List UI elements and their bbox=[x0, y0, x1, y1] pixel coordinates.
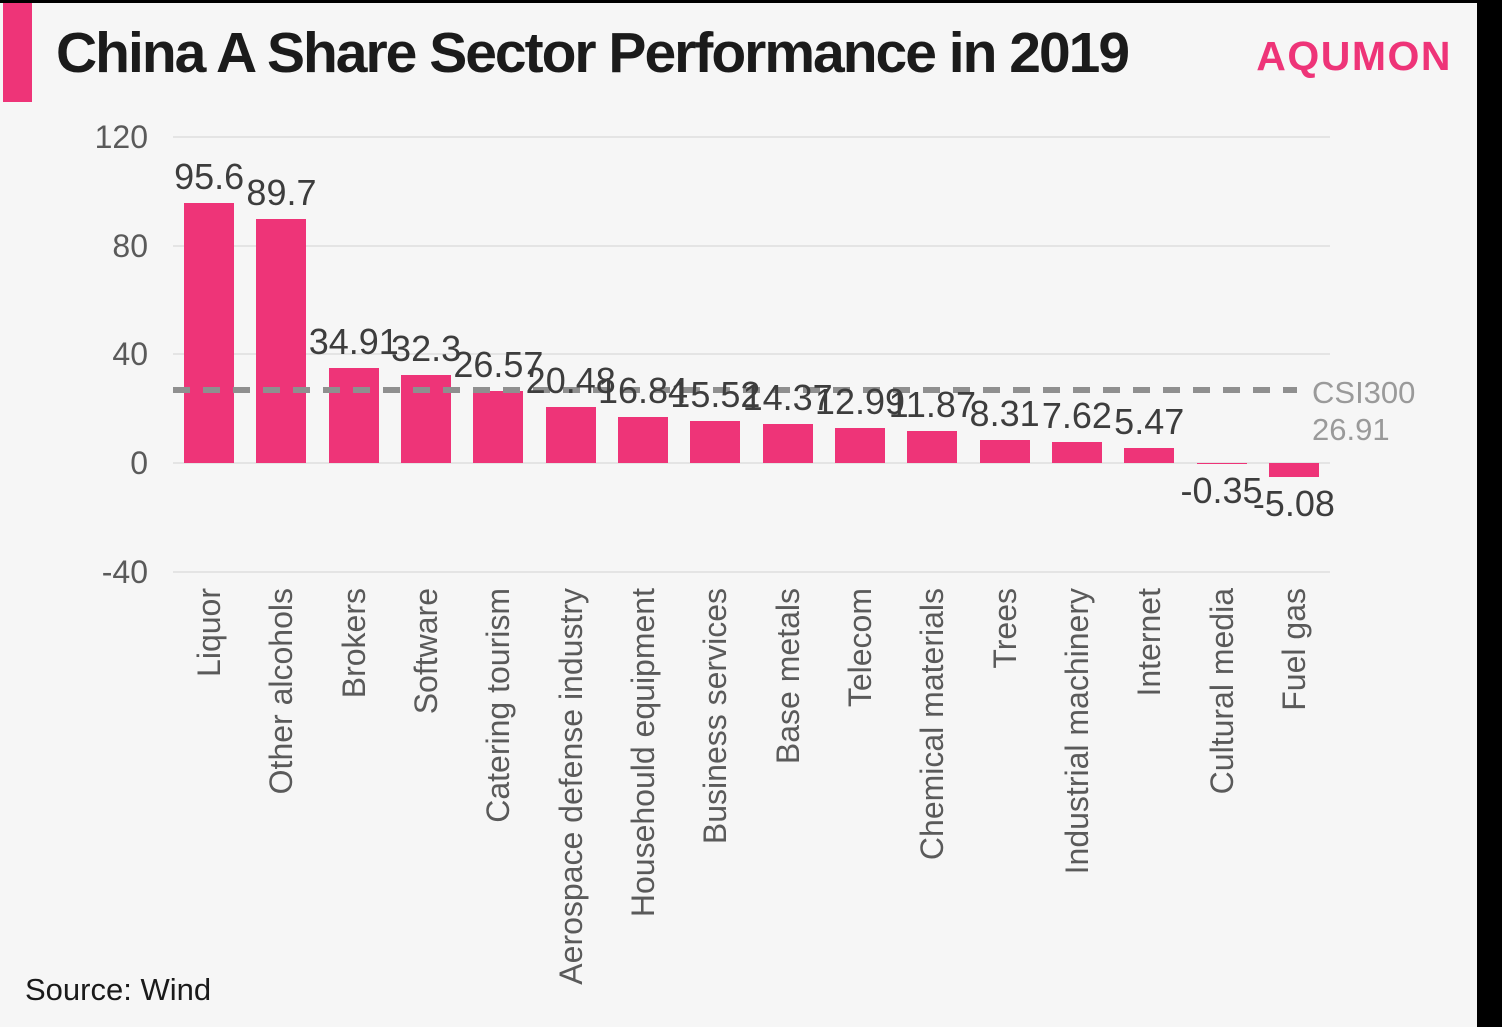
x-tick-label: Aerospace defense industry bbox=[552, 588, 589, 985]
x-tick-label: Fuel gas bbox=[1275, 588, 1312, 711]
x-tick-label: Base metals bbox=[769, 588, 806, 765]
benchmark-value: 26.91 bbox=[1312, 412, 1390, 447]
title-accent-bar bbox=[3, 3, 32, 102]
x-tick-label: Industrial machinery bbox=[1058, 588, 1095, 875]
x-tick-label: Cultural media bbox=[1203, 588, 1240, 795]
benchmark-dashed-line bbox=[173, 386, 1297, 393]
bar-brokers bbox=[328, 368, 379, 463]
bar-value-label: 20.48 bbox=[525, 360, 616, 402]
x-tick-label: Liquor bbox=[191, 588, 228, 677]
bar-trees bbox=[979, 440, 1030, 463]
bar-value-label: 12.99 bbox=[814, 380, 906, 422]
x-tick-label: Software bbox=[408, 588, 445, 715]
screen-right-edge bbox=[1477, 0, 1502, 1027]
x-tick-label: Trees bbox=[986, 588, 1023, 669]
bar-value-label: 11.87 bbox=[888, 383, 976, 425]
x-tick-label: Brokers bbox=[335, 588, 372, 699]
bar-other-alcohols bbox=[256, 219, 307, 463]
bar-fuel-gas bbox=[1268, 463, 1319, 477]
bar-business-services bbox=[690, 420, 741, 463]
bar-chemical-materials bbox=[907, 430, 958, 463]
x-tick-label: Other alcohols bbox=[263, 588, 300, 795]
benchmark-label: CSI300 26.91 bbox=[1312, 374, 1415, 448]
gridline-y--40 bbox=[173, 570, 1330, 573]
y-tick-label: 80 bbox=[112, 227, 148, 264]
y-tick-label: -40 bbox=[101, 553, 148, 590]
benchmark-name: CSI300 bbox=[1312, 375, 1416, 410]
bar-cultural-media bbox=[1196, 463, 1247, 464]
bar-value-label: 7.62 bbox=[1041, 395, 1112, 437]
bar-liquor bbox=[184, 203, 235, 463]
x-tick-label: Househould equipment bbox=[625, 588, 662, 918]
x-tick-label: Business services bbox=[697, 588, 734, 845]
bar-aerospace-defense-industry bbox=[545, 407, 596, 463]
bar-value-label: 15.52 bbox=[670, 373, 761, 415]
bar-industrial-machinery bbox=[1051, 442, 1102, 463]
bar-catering-tourism bbox=[473, 390, 524, 463]
screen-top-edge bbox=[0, 0, 1502, 3]
y-tick-label: 0 bbox=[130, 445, 148, 481]
bar-value-label: 14.37 bbox=[742, 376, 833, 418]
bar-value-label: -0.35 bbox=[1180, 469, 1263, 511]
x-tick-label: Internet bbox=[1131, 588, 1168, 697]
bar-value-label: 95.6 bbox=[174, 156, 245, 198]
bar-value-label: -5.08 bbox=[1252, 482, 1335, 524]
page-title: China A Share Sector Performance in 2019 bbox=[56, 21, 1130, 85]
gridline-y-0 bbox=[173, 462, 1330, 464]
bar-internet bbox=[1124, 448, 1175, 463]
gridline-y-80 bbox=[173, 244, 1330, 247]
bar-value-label: 26.57 bbox=[453, 343, 544, 385]
bar-value-label: 16.84 bbox=[597, 370, 689, 412]
bar-value-label: 5.47 bbox=[1114, 401, 1185, 443]
x-tick-label: Chemical materials bbox=[914, 588, 951, 861]
bar-value-label: 34.91 bbox=[308, 321, 399, 363]
gridline-y-40 bbox=[173, 353, 1330, 356]
bar-value-label: 32.3 bbox=[391, 328, 462, 370]
bar-base-metals bbox=[762, 423, 813, 463]
bar-househould-equipment bbox=[618, 417, 669, 463]
bar-telecom bbox=[834, 427, 885, 463]
aqumon-logo: AQUMON bbox=[1256, 33, 1452, 79]
y-tick-label: 120 bbox=[94, 118, 148, 155]
source-note: Source: Wind bbox=[25, 972, 212, 1007]
x-tick-label: Telecom bbox=[841, 588, 878, 708]
gridline-y-120 bbox=[173, 135, 1330, 138]
x-tick-label: Catering tourism bbox=[480, 588, 517, 823]
bar-value-label: 8.31 bbox=[969, 393, 1040, 435]
bar-value-label: 89.7 bbox=[246, 172, 317, 214]
y-tick-label: 40 bbox=[112, 336, 148, 373]
